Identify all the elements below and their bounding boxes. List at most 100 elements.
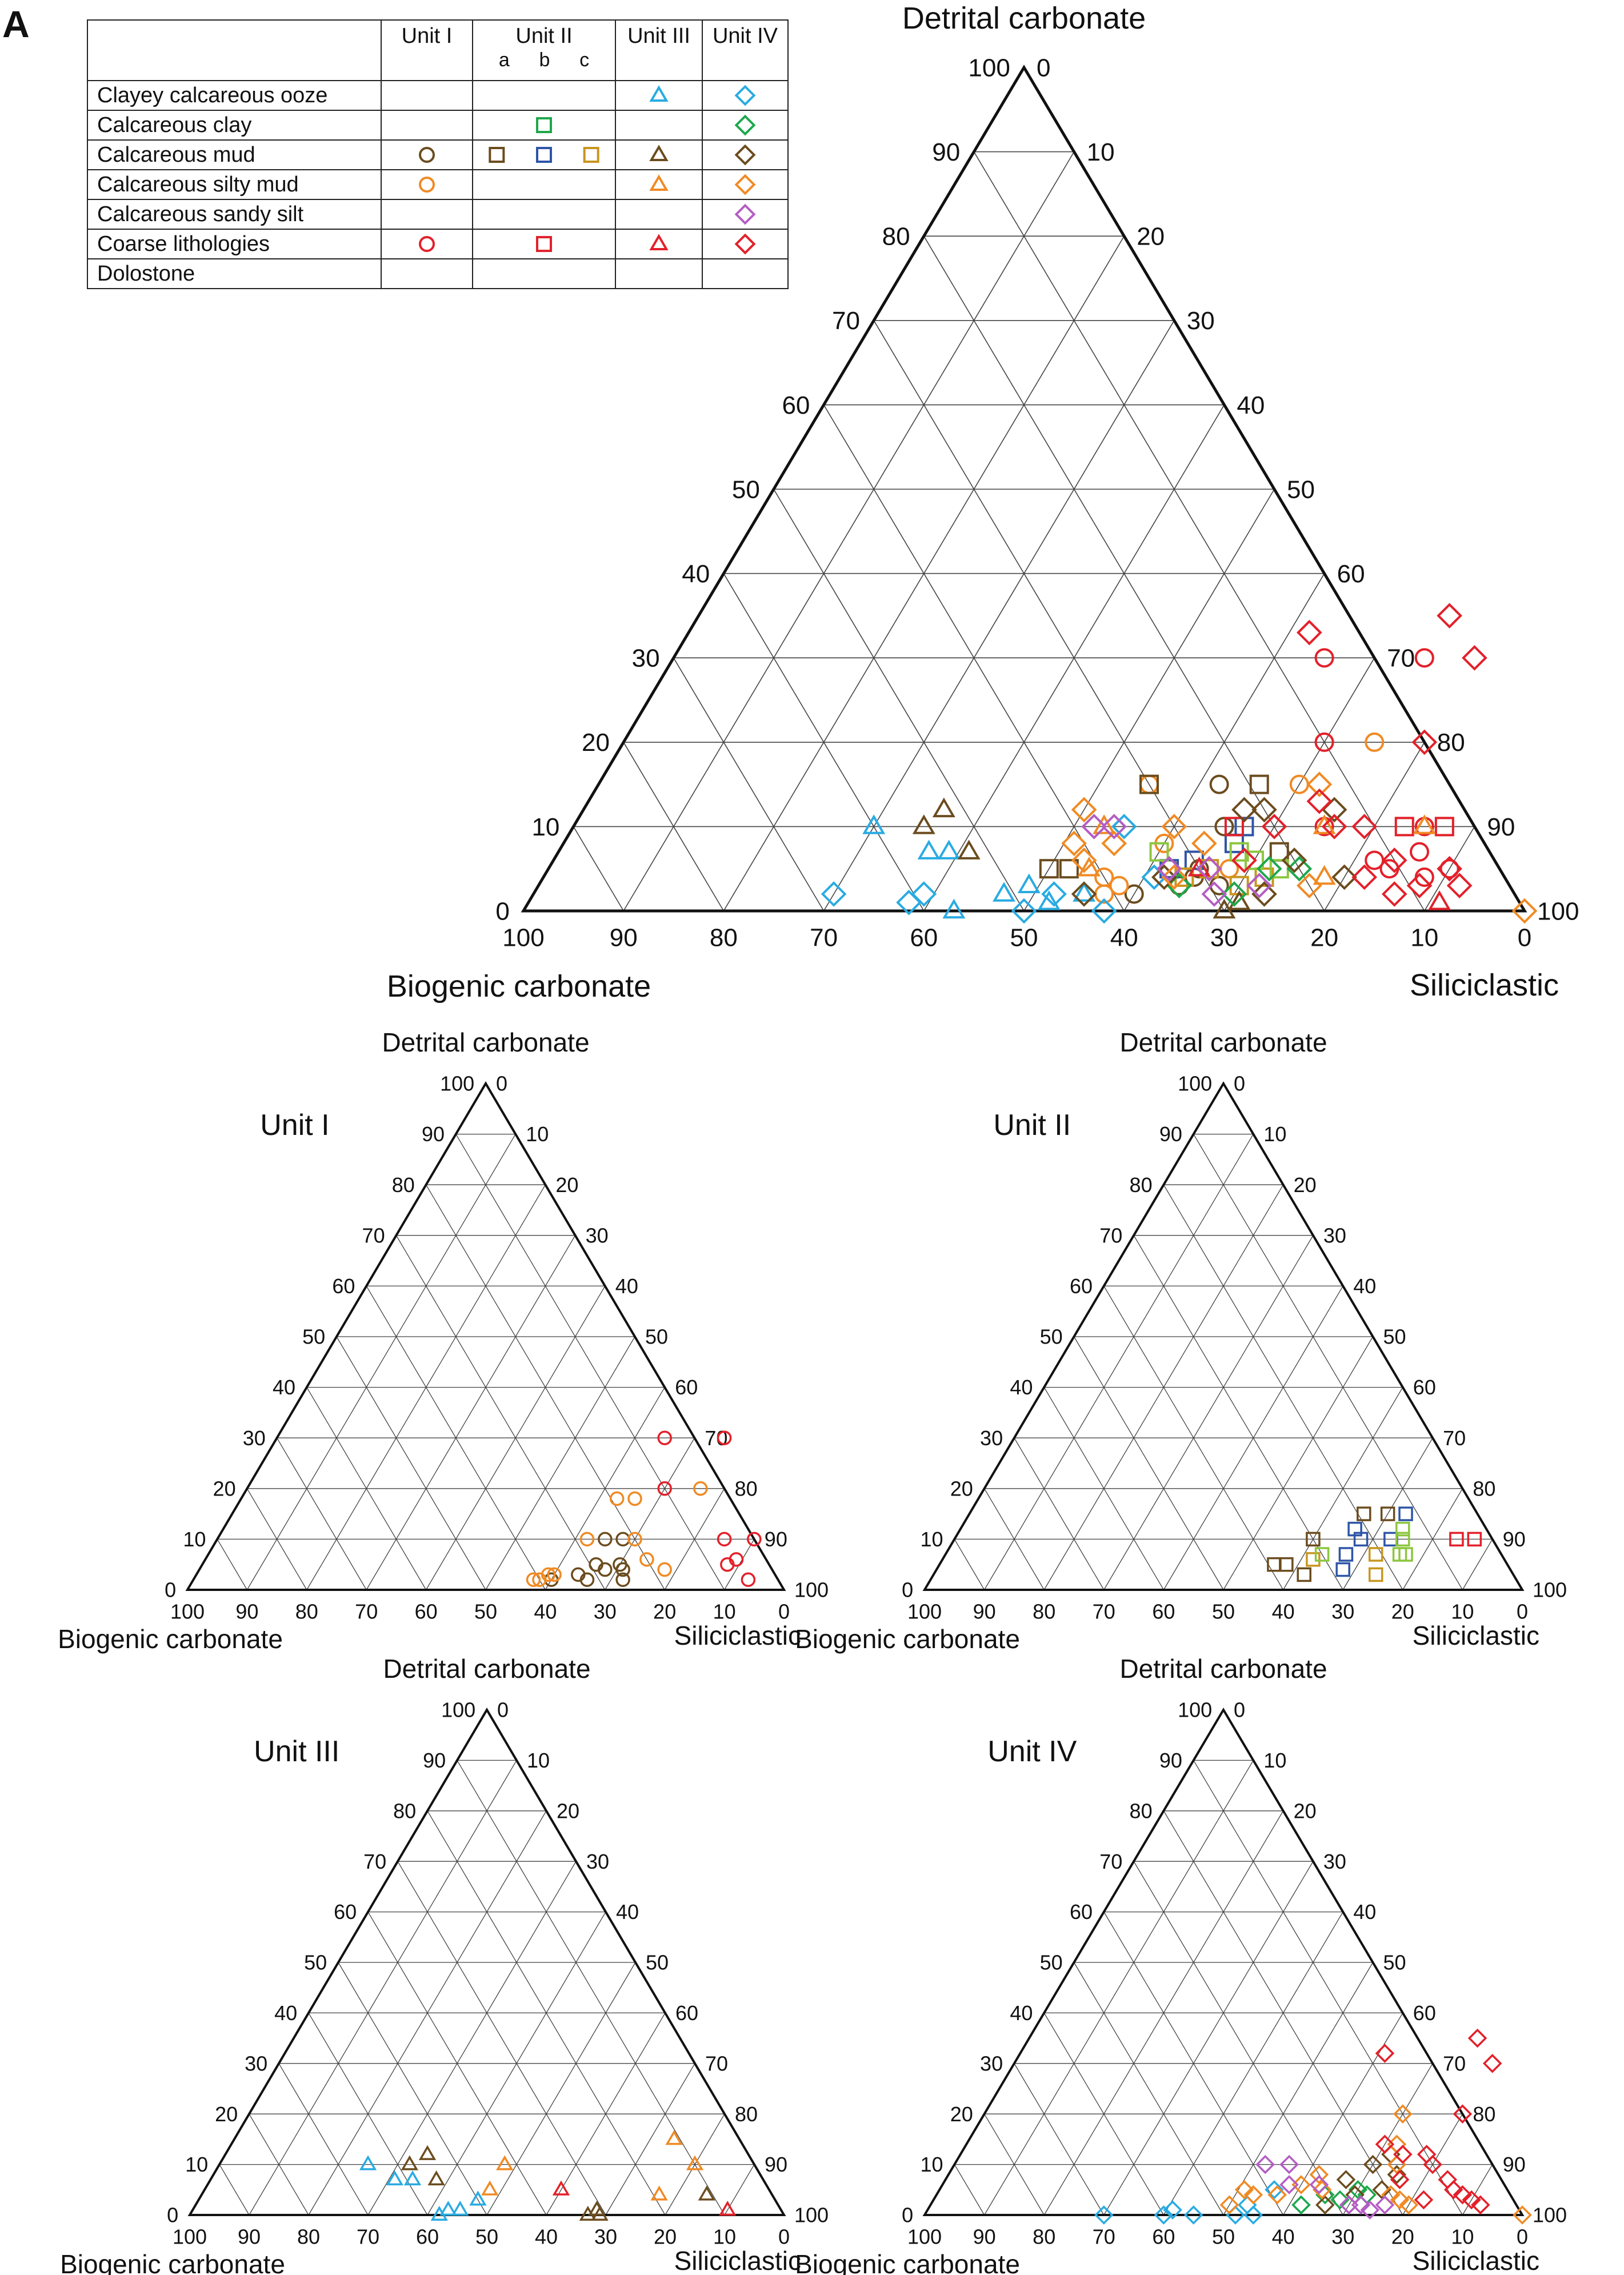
tick-label-right: 30 (1187, 307, 1215, 335)
data-point (1313, 865, 1336, 885)
legend-row: Calcareous clay (87, 110, 789, 141)
tick-label-right: 100 (1533, 1578, 1567, 1602)
gridline (457, 1760, 725, 2216)
legend-symbol-diamond (734, 174, 756, 195)
gridline (1073, 1962, 1224, 2216)
tick-label-right: 30 (1323, 1850, 1346, 1873)
tick-label-bottom: 10 (713, 1600, 736, 1623)
series-triangle-calcareous_mud (912, 797, 1251, 919)
series-square-coarse_lithologies (1449, 1532, 1482, 1547)
tick-label-bottom: 40 (1272, 2225, 1295, 2248)
tick-label-bottom: 40 (535, 2225, 558, 2248)
series-diamond-calcareous_clay (1166, 855, 1313, 907)
tick-label-left: 100 (1178, 1698, 1212, 1722)
tick-label-right: 40 (1353, 1274, 1376, 1298)
tick-label-right: 50 (646, 1951, 669, 1974)
data-point (1201, 881, 1227, 907)
tick-label-bottom: 20 (1310, 924, 1338, 952)
gridline (366, 1235, 576, 1590)
data-point (1335, 1562, 1350, 1577)
legend-cell (615, 199, 703, 230)
data-point (639, 1552, 654, 1567)
tick-label-right: 30 (586, 1224, 609, 1247)
data-point (598, 1532, 613, 1547)
data-point (1368, 1567, 1383, 1582)
tick-label-right: 0 (1037, 54, 1050, 82)
data-point (1231, 847, 1257, 873)
gridline (984, 2113, 1045, 2216)
tick-label-right: 60 (675, 2001, 698, 2025)
tick-label-left: 80 (882, 223, 910, 251)
legend-symbol-circle (419, 177, 435, 193)
tick-label-right: 60 (1337, 560, 1365, 588)
tick-label-right: 90 (1503, 2153, 1526, 2176)
data-point (1286, 855, 1313, 882)
series-diamond-calcareous_sandy_silt (1081, 814, 1273, 907)
data-point (615, 1562, 630, 1577)
tick-label-bottom: 30 (594, 1600, 617, 1623)
gridline (1043, 2013, 1164, 2216)
data-point (1387, 2134, 1407, 2154)
legend-row: Clayey calcareous ooze (87, 80, 789, 111)
data-point (526, 1572, 541, 1588)
legend-row-label: Calcareous clay (87, 110, 382, 141)
tick-label-left: 20 (582, 729, 610, 757)
data-point (862, 814, 886, 834)
data-point (1375, 2195, 1395, 2215)
tick-label-bottom: 100 (502, 924, 544, 952)
tick-label-bottom: 70 (357, 2225, 379, 2248)
data-point (418, 2145, 437, 2160)
tick-label-bottom: 70 (1093, 2225, 1115, 2248)
data-point (1365, 732, 1385, 752)
tick-label-right: 40 (615, 1274, 638, 1298)
tick-label-bottom: 40 (534, 1600, 557, 1623)
data-point (1411, 729, 1438, 755)
tick-label-bottom: 50 (474, 1600, 497, 1623)
data-point (1297, 1567, 1311, 1582)
gridline (1133, 1861, 1343, 2216)
gridline (217, 1539, 247, 1590)
legend-header-unit2-label: Unit II (515, 24, 573, 48)
tick-label-left: 20 (215, 2102, 238, 2126)
tick-label-left: 90 (1159, 1749, 1182, 1772)
series-triangle-clayey_calcareous_ooze (862, 814, 1096, 919)
data-point (1219, 2195, 1239, 2215)
tick-label-right: 80 (1473, 1477, 1495, 1500)
series-triangle-calcareous_silty_mud (481, 2130, 704, 2201)
data-point (1246, 873, 1273, 899)
data-point (1279, 1557, 1294, 1572)
tick-label-left: 30 (980, 2052, 1003, 2075)
data-point (1338, 1547, 1354, 1562)
tick-label-right: 70 (705, 2052, 728, 2075)
data-point (1360, 2200, 1380, 2220)
tick-label-left: 90 (932, 138, 960, 166)
data-point (547, 1567, 562, 1582)
data-point (932, 797, 955, 818)
data-point (1214, 817, 1234, 837)
tick-label-bottom: 20 (654, 2225, 677, 2248)
data-point (1313, 814, 1336, 834)
legend-row-label: Clayey calcareous ooze (87, 80, 382, 111)
data-point (1368, 1547, 1383, 1562)
data-point (1238, 2195, 1257, 2215)
data-point (1221, 881, 1247, 907)
data-point (1279, 2175, 1299, 2194)
data-point (1296, 873, 1322, 899)
gridline (1014, 1437, 1105, 1590)
tick-label-left: 30 (632, 645, 660, 673)
tick-label-right: 50 (1287, 475, 1315, 503)
data-point (1101, 830, 1127, 857)
tick-label-right: 10 (1263, 1122, 1286, 1146)
tick-label-left: 10 (185, 2153, 208, 2176)
series-diamond-coarse_lithologies (1375, 2028, 1502, 2215)
data-point (665, 2130, 683, 2145)
series-triangle-calcareous_silty_mud (1077, 814, 1436, 885)
tick-label-right: 60 (1413, 1376, 1436, 1399)
data-point (1094, 867, 1114, 887)
triangle-frame (185, 1081, 786, 1591)
gridline (984, 1488, 1045, 1590)
tick-label-right: 50 (1383, 1951, 1406, 1974)
gridline (984, 1134, 1254, 1590)
tick-label-right: 70 (1443, 2052, 1466, 2075)
data-point (591, 2205, 609, 2221)
